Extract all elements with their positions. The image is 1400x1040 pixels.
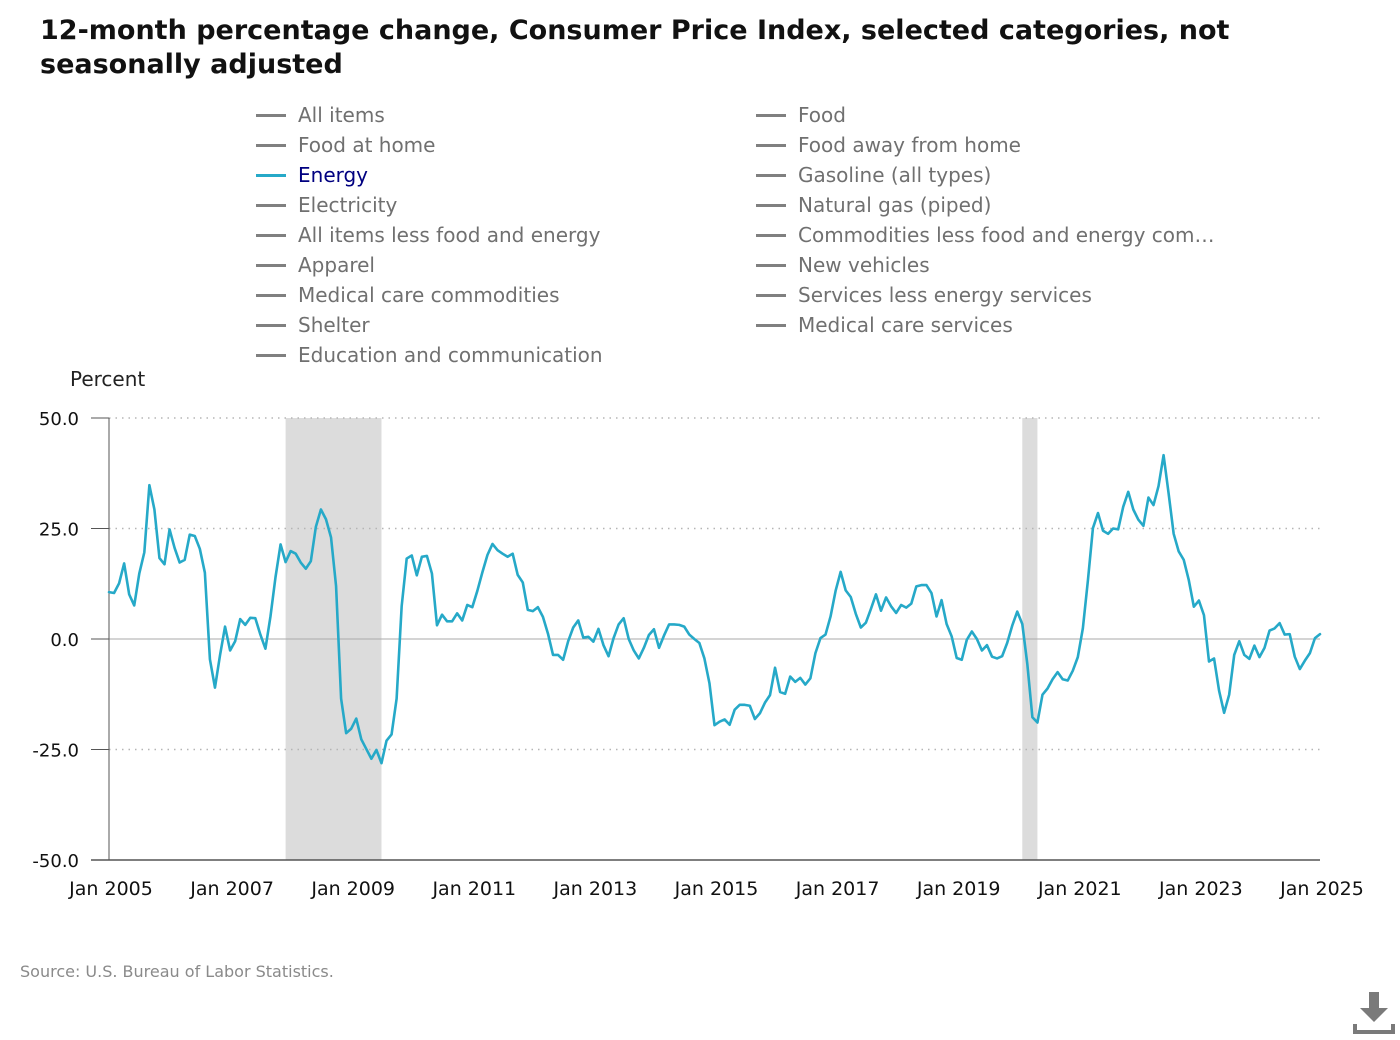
- x-tick-label: Jan 2005: [68, 878, 153, 900]
- legend-item[interactable]: All items less food and energy: [256, 220, 600, 250]
- legend-label: Energy: [298, 163, 369, 187]
- x-tick-label: Jan 2011: [431, 878, 516, 900]
- series-layer: [107, 453, 1322, 765]
- legend-label: Food away from home: [798, 133, 1021, 157]
- legend-label: New vehicles: [798, 253, 930, 277]
- x-tick-label: Jan 2013: [553, 878, 638, 900]
- y-tick-label: -25.0: [32, 741, 79, 762]
- legend-item[interactable]: Energy: [256, 160, 368, 190]
- x-tick-label: Jan 2019: [916, 878, 1001, 900]
- legend-item[interactable]: Commodities less food and energy com…: [756, 220, 1215, 250]
- legend-swatch: [256, 293, 286, 297]
- legend-label: Shelter: [298, 313, 370, 337]
- legend-swatch: [256, 113, 286, 117]
- legend-swatch: [756, 173, 786, 177]
- download-icon[interactable]: [1352, 990, 1396, 1036]
- legend-item[interactable]: Food away from home: [756, 130, 1021, 160]
- legend-item[interactable]: Services less energy services: [756, 280, 1092, 310]
- legend-item[interactable]: New vehicles: [756, 250, 930, 280]
- legend-label: Natural gas (piped): [798, 193, 992, 217]
- legend-swatch: [756, 143, 786, 147]
- y-tick-label: 0.0: [50, 630, 79, 651]
- legend-label: Medical care services: [798, 313, 1013, 337]
- tick-label-layer: 50.0 25.0 0.0 -25.0 -50.0 Jan 2005 Jan 2007 Jan…: [32, 409, 1363, 900]
- axis-layer: [91, 417, 1320, 861]
- legend-swatch: [756, 323, 786, 327]
- legend-label: Food at home: [298, 133, 436, 157]
- legend-label: Education and communication: [298, 343, 603, 367]
- legend-label: Electricity: [298, 193, 398, 217]
- legend-swatch: [756, 233, 786, 237]
- legend-item[interactable]: Shelter: [256, 310, 370, 340]
- legend-item[interactable]: Medical care services: [756, 310, 1013, 340]
- x-tick-label: Jan 2023: [1158, 878, 1243, 900]
- legend-label: Services less energy services: [798, 283, 1092, 307]
- x-tick-label: Jan 2017: [795, 878, 880, 900]
- legend-item[interactable]: Medical care commodities: [256, 280, 559, 310]
- legend-item[interactable]: Food at home: [256, 130, 435, 160]
- legend-label: Gasoline (all types): [798, 163, 992, 187]
- legend-item[interactable]: Food: [756, 100, 846, 130]
- source-note: Source: U.S. Bureau of Labor Statistics.: [20, 962, 334, 981]
- legend-label: Medical care commodities: [298, 283, 560, 307]
- x-tick-label: Jan 2015: [674, 878, 759, 900]
- legend-item[interactable]: Natural gas (piped): [756, 190, 991, 220]
- line-chart: 50.0 25.0 0.0 -25.0 -50.0 Jan 2005 Jan 2007 Jan…: [32, 409, 1363, 900]
- legend-swatch: [256, 203, 286, 207]
- chart-title: 12-month percentage change, Consumer Pri…: [40, 15, 1230, 80]
- legend-label: Apparel: [298, 253, 375, 277]
- legend-swatch: [756, 263, 786, 267]
- legend-swatch: [256, 263, 286, 267]
- legend-item[interactable]: Apparel: [256, 250, 375, 280]
- x-tick-label: Jan 2025: [1279, 878, 1364, 900]
- legend-swatch: [256, 353, 286, 357]
- legend-item[interactable]: Education and communication: [256, 340, 603, 370]
- legend-swatch: [256, 233, 286, 237]
- y-tick-label: 25.0: [39, 520, 79, 541]
- series-line-energy: [107, 453, 1322, 765]
- legend-swatch: [756, 293, 786, 297]
- legend-swatch: [256, 173, 286, 177]
- legend-label: All items less food and energy: [298, 223, 601, 247]
- legend-label: All items: [298, 103, 385, 127]
- grid-layer: [109, 417, 1320, 751]
- legend-item[interactable]: Gasoline (all types): [756, 160, 991, 190]
- y-tick-label: -50.0: [32, 851, 79, 872]
- legend-label: Food: [798, 103, 846, 127]
- x-tick-label: Jan 2007: [189, 878, 274, 900]
- x-tick-label: Jan 2009: [310, 878, 395, 900]
- legend-swatch: [256, 323, 286, 327]
- y-axis-label: Percent: [70, 367, 146, 391]
- legend-item[interactable]: Electricity: [256, 190, 397, 220]
- legend-item[interactable]: All items: [256, 100, 385, 130]
- y-tick-label: 50.0: [39, 409, 79, 430]
- legend-label: Commodities less food and energy com…: [798, 223, 1215, 247]
- x-tick-label: Jan 2021: [1037, 878, 1122, 900]
- legend-swatch: [756, 203, 786, 207]
- legend-swatch: [756, 113, 786, 117]
- legend-swatch: [256, 143, 286, 147]
